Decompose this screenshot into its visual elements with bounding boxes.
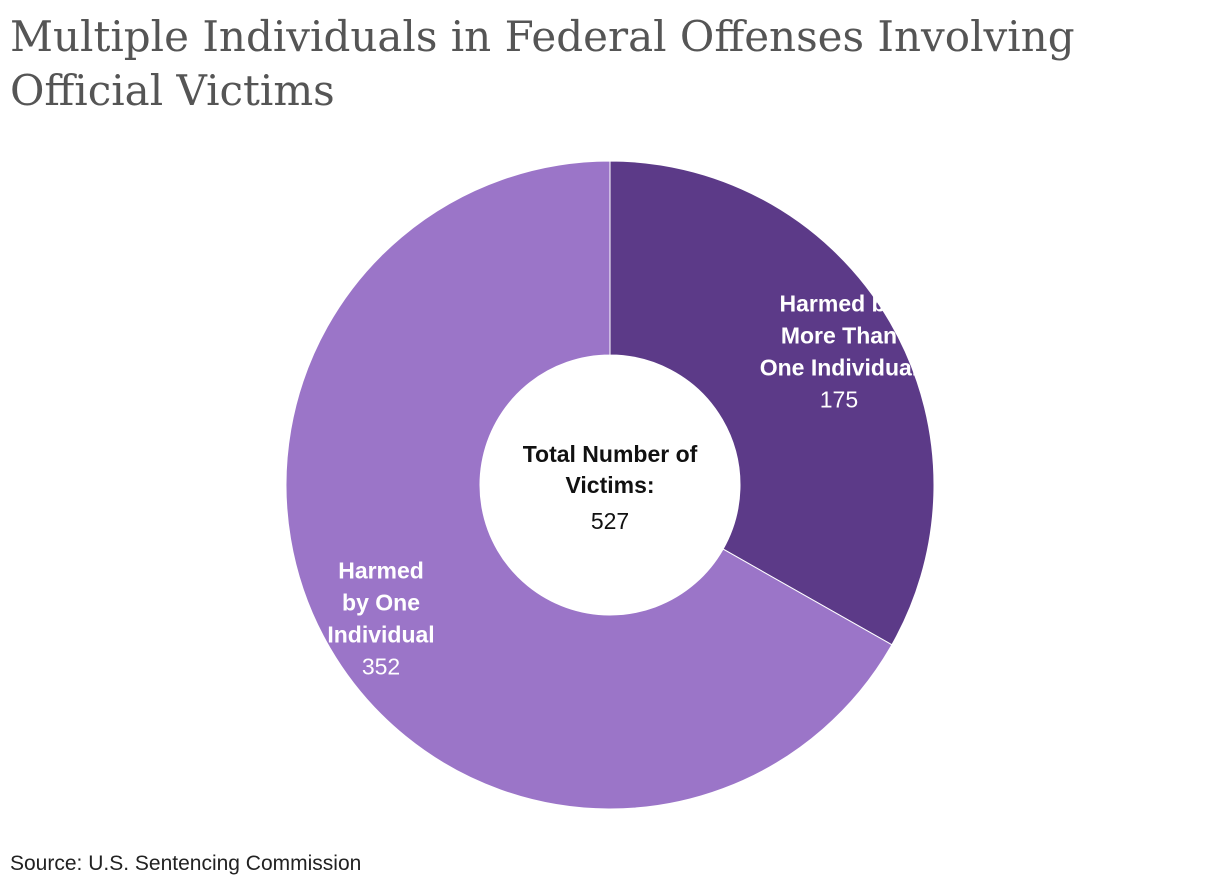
slice-label-line: by One	[342, 589, 420, 615]
slice-label-2: Harmed by One Individual 352	[327, 557, 434, 679]
center-label: Total Number of Victims: 527	[523, 441, 698, 534]
slice-value-2: 352	[362, 653, 400, 679]
donut-slice-2	[285, 160, 893, 810]
slices-layer	[285, 160, 935, 810]
slice-label-line: One Individual	[760, 355, 918, 381]
donut-slice-1	[609, 160, 935, 646]
slice-label-line: More Than	[781, 323, 897, 349]
slice-label-line: Harmed	[338, 557, 424, 583]
center-label-line-2: Victims:	[565, 472, 654, 498]
source-note: Source: U.S. Sentencing Commission	[10, 852, 362, 875]
slice-label-line: Individual	[327, 621, 434, 647]
slice-label-line: Harmed by	[780, 291, 899, 317]
slice-label-1: Harmed by More Than One Individual 175	[760, 291, 918, 413]
center-label-line-1: Total Number of	[523, 441, 698, 467]
slice-value-1: 175	[820, 387, 858, 413]
center-total-value: 527	[591, 508, 629, 534]
page-title: Multiple Individuals in Federal Offenses…	[10, 12, 1075, 115]
